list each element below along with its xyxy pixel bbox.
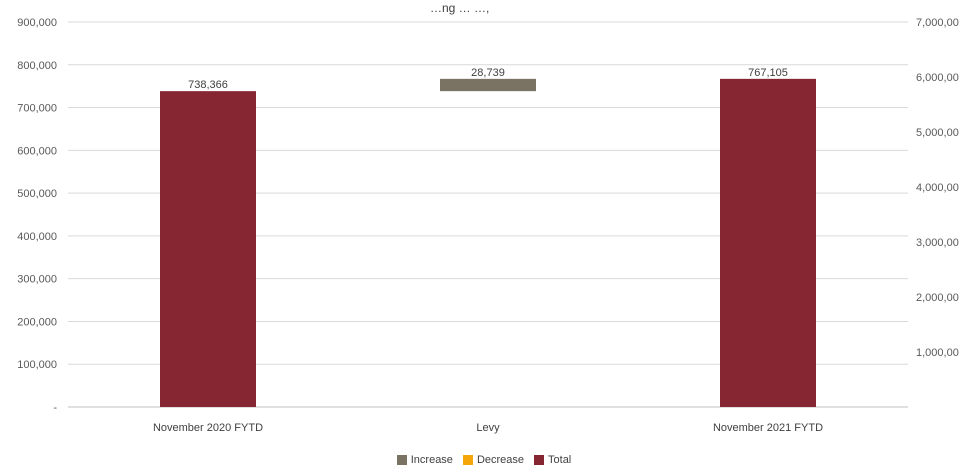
bar-total: [720, 78, 816, 408]
chart-title: …ng … …,: [430, 1, 489, 15]
legend-swatch: [534, 455, 545, 465]
data-label: 767,105: [748, 67, 788, 79]
y-left-tick-label: 200,000: [17, 316, 57, 328]
data-label: 738,366: [188, 79, 228, 91]
legend-swatch: [462, 455, 473, 465]
y-right-tick-label: 5,000,00: [916, 127, 959, 139]
y-right-tick-label: 6,000,00: [916, 72, 959, 84]
y-left-tick-label: 400,000: [17, 231, 57, 243]
y-right-tick-label: 3,000,00: [916, 237, 959, 249]
y-left-tick-label: 700,000: [17, 103, 57, 115]
legend-label: Total: [548, 454, 572, 466]
y-right-tick-label: 7,000,00: [916, 17, 959, 29]
right-y-axis: 1,000,00 2,000,00 3,000,00 4,000,00 5,000,00…: [916, 17, 959, 359]
bars: 738,366 28,739 767,105: [160, 67, 816, 408]
legend-label: Decrease: [476, 454, 525, 466]
y-left-tick-label: 500,000: [17, 188, 57, 200]
legend-item-decrease: Decrease: [462, 454, 525, 466]
y-left-tick-label: 800,000: [17, 60, 57, 72]
legend: Increase Decrease Total: [0, 452, 968, 468]
y-right-tick-label: 2,000,00: [916, 292, 959, 304]
y-left-tick-label: 100,000: [17, 359, 57, 371]
legend-item-total: Total: [534, 454, 571, 466]
left-y-axis: - 100,000 200,000 300,000 400,000 500,000 600,…: [17, 17, 57, 414]
x-category-label: November 2021 FYTD: [713, 422, 823, 434]
x-category-label: November 2020 FYTD: [153, 422, 263, 434]
y-left-tick-label: -: [53, 402, 57, 414]
y-left-tick-label: 600,000: [17, 145, 57, 157]
x-category-label: Levy: [476, 422, 500, 434]
data-label: 28,739: [471, 67, 505, 79]
y-left-tick-label: 900,000: [17, 17, 57, 29]
y-right-tick-label: 4,000,00: [916, 182, 959, 194]
legend-label: Increase: [410, 454, 453, 466]
x-axis: November 2020 FYTD Levy November 2021 FYTD: [153, 422, 823, 434]
bar-total: [160, 91, 256, 407]
y-right-tick-label: 1,000,00: [916, 347, 959, 359]
legend-swatch: [396, 455, 407, 465]
y-left-tick-label: 300,000: [17, 274, 57, 286]
bar-increase: [440, 78, 536, 92]
legend-item-increase: Increase: [396, 454, 453, 466]
